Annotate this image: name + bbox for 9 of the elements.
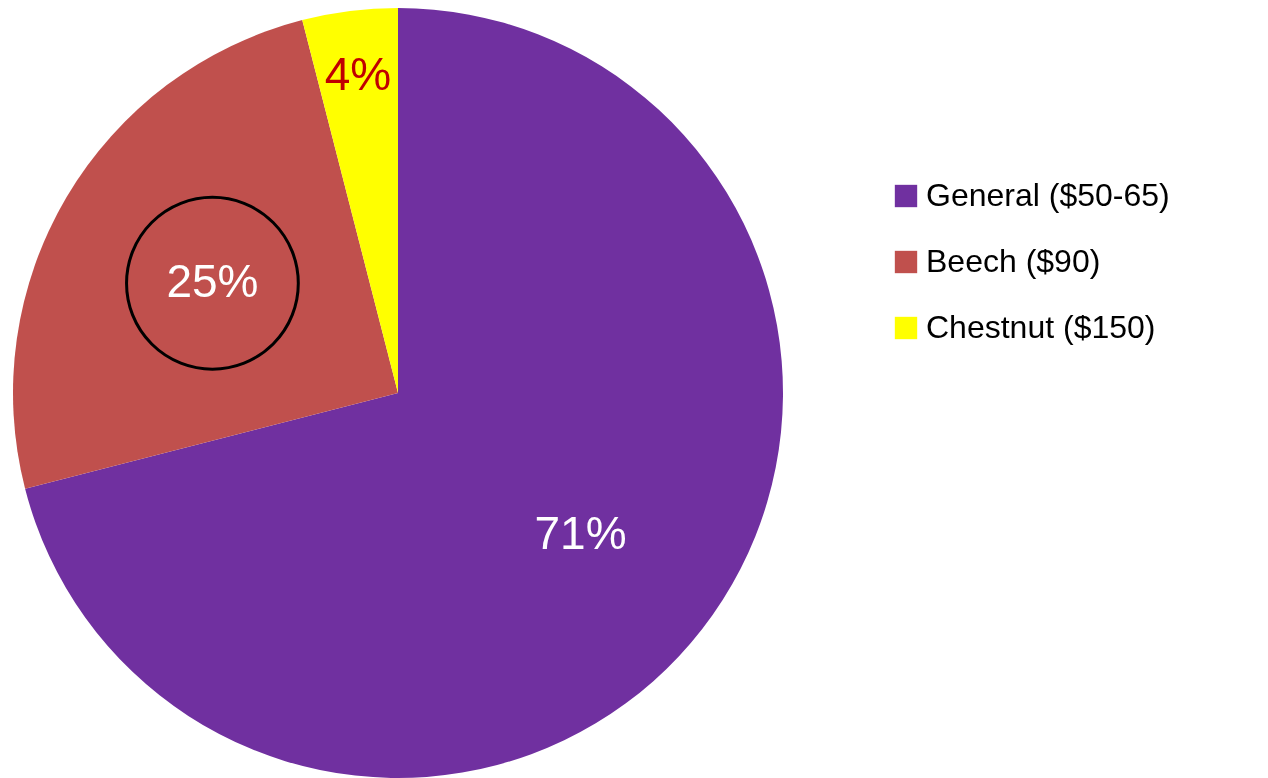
data-label: 71% [534, 506, 627, 559]
legend-label: General ($50-65) [926, 177, 1170, 213]
legend-label: Chestnut ($150) [926, 309, 1156, 345]
pie-slice [13, 20, 398, 489]
data-label: 4% [324, 47, 392, 100]
pie-slice [302, 8, 398, 393]
data-label: 25% [166, 255, 259, 308]
pie-slice [25, 8, 783, 778]
legend-label: Beech ($90) [926, 243, 1101, 279]
